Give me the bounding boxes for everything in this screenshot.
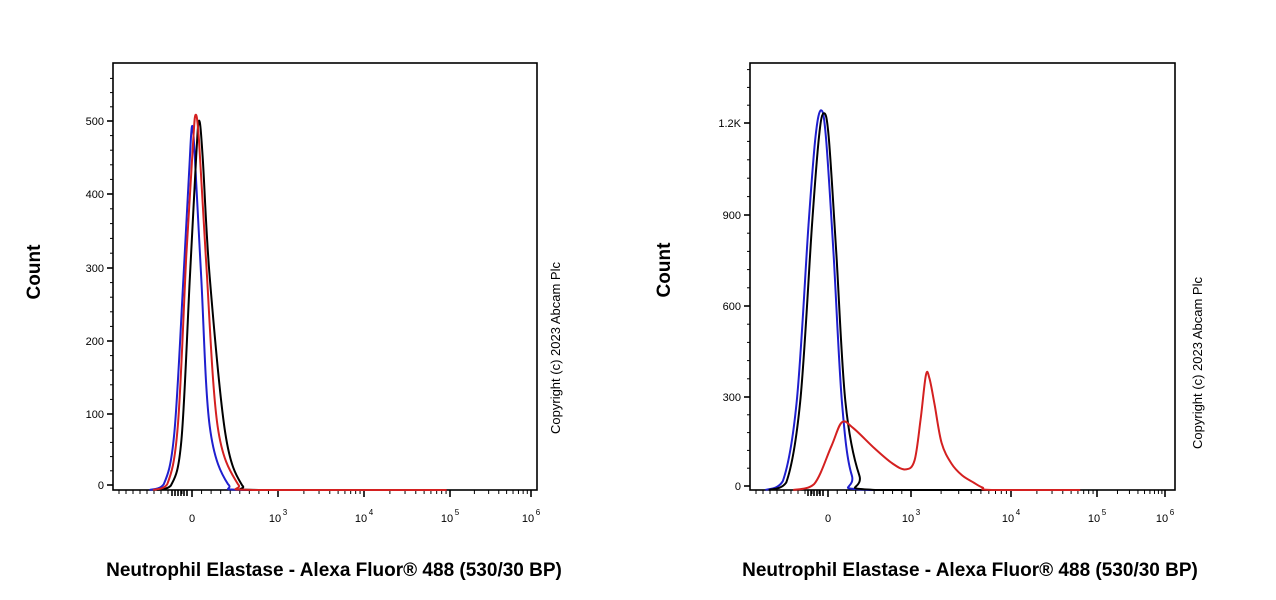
y-tick-label: 500: [86, 116, 104, 128]
x-tick-label: 10: [522, 513, 534, 525]
right-histogram-panel: 0 300 600 900 1.2K 0 10 3 10 4 10 5 10 6 Count Neutroph…: [638, 0, 1276, 600]
histogram-series-2: [792, 370, 1081, 492]
x-tick-label: 0: [825, 513, 831, 525]
y-tick-label: 300: [86, 263, 104, 275]
x-tick-exponent: 5: [455, 508, 460, 517]
histogram-series-2: [152, 113, 447, 492]
left-histogram-panel: 0 100 200 300 400 500 0 10 3 10 4 10 5 10 6 Count Neutro…: [24, 62, 563, 581]
copyright-annotation: Copyright (c) 2023 Abcam Plc: [548, 262, 563, 434]
x-tick-label: 10: [355, 513, 367, 525]
y-tick-label: 200: [86, 336, 104, 348]
x-tick-label: 0: [189, 513, 195, 525]
x-axis-label: Neutrophil Elastase - Alexa Fluor® 488 (…: [106, 560, 562, 581]
y-tick-label: 0: [98, 480, 104, 492]
y-tick-label: 100: [86, 409, 104, 421]
x-tick-exponent: 5: [1102, 508, 1107, 517]
x-tick-exponent: 4: [1016, 508, 1021, 517]
y-tick-label: 400: [86, 189, 104, 201]
x-tick-exponent: 6: [536, 508, 541, 517]
copyright-annotation: Copyright (c) 2023 Abcam Plc: [1190, 277, 1205, 449]
x-tick-label: 10: [269, 513, 281, 525]
y-tick-label: 600: [723, 301, 741, 313]
x-tick-label: 10: [1088, 513, 1100, 525]
y-axis-label: Count: [24, 244, 45, 300]
x-tick-exponent: 4: [369, 508, 374, 517]
y-tick-label: 0: [735, 481, 741, 493]
x-tick-exponent: 3: [916, 508, 921, 517]
histogram-series-0: [149, 124, 447, 492]
x-tick-label: 10: [1156, 513, 1168, 525]
histogram-series-1: [768, 112, 1081, 492]
x-tick-exponent: 3: [283, 508, 288, 517]
x-axis-label: Neutrophil Elastase - Alexa Fluor® 488 (…: [742, 560, 1198, 581]
y-tick-label: 300: [723, 392, 741, 404]
y-tick-label: 900: [723, 210, 741, 222]
histogram-series-0: [764, 109, 1081, 492]
y-tick-label: 1.2K: [718, 118, 741, 130]
x-tick-label: 10: [1002, 513, 1014, 525]
x-tick-label: 10: [902, 513, 914, 525]
x-tick-exponent: 6: [1170, 508, 1175, 517]
y-axis-label: Count: [654, 242, 675, 298]
plot-frame: [749, 62, 1176, 491]
plot-frame: [112, 62, 538, 491]
x-tick-label: 10: [441, 513, 453, 525]
